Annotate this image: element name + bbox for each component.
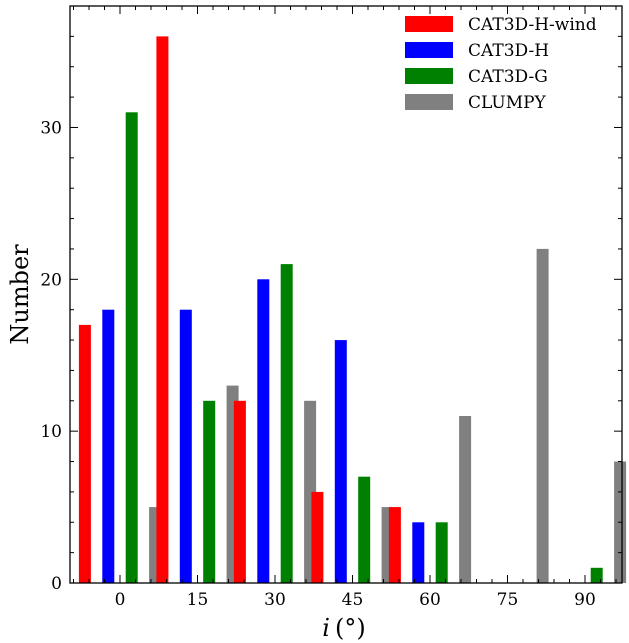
x-tick-label-60: 60	[419, 590, 441, 610]
bar-cat3d-h-30	[257, 279, 270, 583]
legend-swatch-clumpy	[405, 94, 453, 110]
y-tick-label-10: 10	[40, 422, 62, 442]
axis-ticks: 0 10 20 30 0 15 30 45 60 75 90	[40, 5, 622, 610]
y-axis-title: Number	[6, 244, 34, 345]
bar-cat3d-h-60	[412, 522, 425, 583]
x-tick-label-75: 75	[497, 590, 519, 610]
x-axis-title: i (°)	[322, 614, 365, 642]
bar-cat3d-g-30	[280, 264, 293, 583]
legend-swatch-cat3d-g	[405, 68, 453, 84]
bar-clumpy-60	[459, 416, 472, 583]
bar-clumpy-75	[536, 248, 549, 583]
bar-cat3d-h-0	[102, 309, 115, 583]
x-axis-variable: i	[322, 614, 330, 642]
legend-swatch-cat3d-h	[405, 42, 453, 58]
x-tick-label-15: 15	[187, 590, 209, 610]
plot-frame	[69, 5, 623, 584]
bars-layer	[78, 36, 627, 584]
bar-cat3d-g-45	[358, 476, 371, 583]
x-axis-unit: (°)	[335, 614, 366, 642]
bar-cat3d-h-wind-15	[156, 36, 169, 583]
bar-cat3d-g-15	[203, 400, 216, 583]
x-tick-label-0: 0	[115, 590, 126, 610]
x-tick-label-30: 30	[264, 590, 286, 610]
legend-label-clumpy: CLUMPY	[468, 93, 547, 113]
legend-label-cat3d-g: CAT3D-G	[468, 67, 548, 87]
y-tick-label-30: 30	[40, 118, 62, 138]
bar-cat3d-h-wind-60	[388, 507, 401, 583]
legend-label-cat3d-h: CAT3D-H	[468, 41, 549, 61]
legend-label-cat3d-h-wind: CAT3D-H-wind	[468, 15, 597, 35]
bar-cat3d-h-wind-45	[311, 491, 324, 583]
bar-cat3d-h-15	[179, 309, 192, 583]
bar-cat3d-h-45	[334, 340, 347, 583]
bar-cat3d-h-wind-0	[78, 324, 91, 583]
legend-swatch-cat3d-h-wind	[405, 16, 453, 32]
x-tick-label-45: 45	[342, 590, 364, 610]
x-tick-label-90: 90	[574, 590, 596, 610]
legend: CAT3D-H-wind CAT3D-H CAT3D-G CLUMPY	[405, 15, 597, 113]
y-tick-label-0: 0	[51, 574, 62, 594]
y-tick-label-20: 20	[40, 270, 62, 290]
bar-cat3d-g-90	[590, 567, 603, 583]
bar-cat3d-g-0	[125, 112, 138, 584]
bar-cat3d-g-60	[435, 522, 448, 583]
bar-cat3d-h-wind-30	[233, 400, 246, 583]
